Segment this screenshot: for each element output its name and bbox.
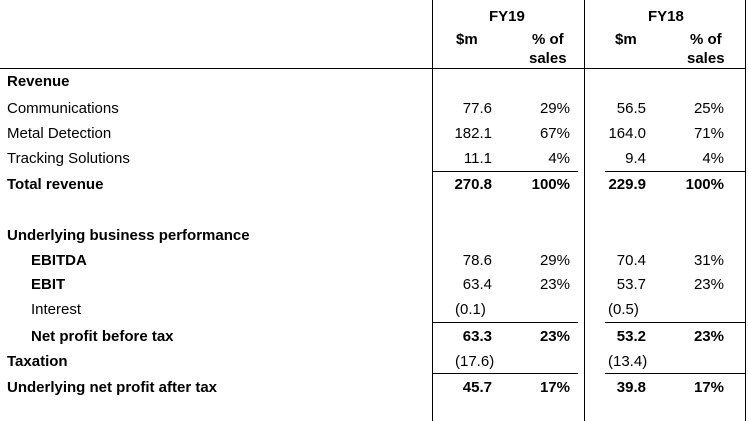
fy18-pct-tracking-solutions: 4% — [702, 150, 724, 167]
divider-right — [745, 0, 746, 421]
fy19-npat-line — [432, 373, 578, 374]
fy18-sm-net-profit-before-tax: 53.2 — [616, 328, 646, 345]
fy19-pct-ebit: 23% — [539, 276, 570, 293]
fy18-pct-underlying-npat: 17% — [693, 379, 724, 396]
row-label-ebit: EBIT — [31, 276, 66, 293]
fy19-pct-metal-detection: 67% — [539, 125, 570, 142]
fy19-npbt-line — [432, 322, 578, 323]
row-label-tracking-solutions: Tracking Solutions — [7, 150, 130, 167]
fy18-pct-header-2: sales — [687, 50, 725, 67]
fy19-sm-taxation: (17.6) — [455, 353, 495, 370]
row-label-total-revenue: Total revenue — [7, 176, 104, 193]
fy18-pct-communications: 25% — [693, 100, 724, 117]
fy19-sm-header: $m — [456, 31, 478, 48]
fy18-sm-metal-detection: 164.0 — [608, 125, 646, 142]
fy18-pct-ebitda: 31% — [693, 252, 724, 269]
fy19-sm-ebit: 63.4 — [462, 276, 492, 293]
fy19-sm-ebitda: 78.6 — [462, 252, 492, 269]
header-divider — [0, 68, 746, 69]
fy19-sm-underlying-npat: 45.7 — [462, 379, 492, 396]
row-label-metal-detection: Metal Detection — [7, 125, 112, 142]
fy19-pct-header-2: sales — [529, 50, 567, 67]
fy18-pct-total-revenue: 100% — [685, 176, 724, 193]
fy18-npbt-line — [605, 322, 745, 323]
fy18-sm-interest: (0.5) — [608, 301, 639, 318]
fy19-pct-tracking-solutions: 4% — [548, 150, 570, 167]
fy19-pct-net-profit-before-tax: 23% — [539, 328, 570, 345]
fy19-pct-ebitda: 29% — [539, 252, 570, 269]
fy19-header: FY19 — [489, 8, 525, 25]
row-label-interest: Interest — [31, 301, 82, 318]
row-label-ebitda: EBITDA — [31, 252, 87, 269]
divider-fy19-left — [432, 0, 433, 421]
fy18-npat-line — [605, 373, 745, 374]
row-label-communications: Communications — [7, 100, 119, 117]
fy19-sm-total-revenue: 270.8 — [454, 176, 492, 193]
fy18-header: FY18 — [648, 8, 684, 25]
fy19-pct-communications: 29% — [539, 100, 570, 117]
fy18-pct-header-1: % of — [690, 31, 722, 48]
fy19-pct-underlying-npat: 17% — [539, 379, 570, 396]
row-label-underlying-npat: Underlying net profit after tax — [7, 379, 218, 396]
fy19-pct-total-revenue: 100% — [531, 176, 570, 193]
fy18-sm-header: $m — [615, 31, 637, 48]
fy19-sm-metal-detection: 182.1 — [454, 125, 492, 142]
fy18-pct-ebit: 23% — [693, 276, 724, 293]
fy18-sm-total-revenue: 229.9 — [608, 176, 646, 193]
fy18-sm-ebit: 53.7 — [616, 276, 646, 293]
fy18-subtotal-line — [605, 171, 745, 172]
fy19-sm-tracking-solutions: 11.1 — [463, 150, 492, 167]
fy18-sm-tracking-solutions: 9.4 — [625, 150, 646, 167]
underlying-heading: Underlying business performance — [7, 227, 250, 244]
fy18-sm-underlying-npat: 39.8 — [616, 379, 646, 396]
fy18-sm-taxation: (13.4) — [608, 353, 648, 370]
row-label-taxation: Taxation — [7, 353, 68, 370]
fy18-pct-metal-detection: 71% — [693, 125, 724, 142]
fy18-sm-ebitda: 70.4 — [616, 252, 646, 269]
fy19-sm-interest: (0.1) — [455, 301, 486, 318]
fy19-subtotal-line — [432, 171, 578, 172]
fy19-sm-communications: 77.6 — [462, 100, 492, 117]
fy19-pct-header-1: % of — [532, 31, 564, 48]
divider-fy18-left — [584, 0, 585, 421]
fy19-sm-net-profit-before-tax: 63.3 — [462, 328, 492, 345]
row-label-net-profit-before-tax: Net profit before tax — [31, 328, 174, 345]
fy18-sm-communications: 56.5 — [616, 100, 646, 117]
revenue-heading: Revenue — [7, 73, 70, 90]
fy18-pct-net-profit-before-tax: 23% — [693, 328, 724, 345]
